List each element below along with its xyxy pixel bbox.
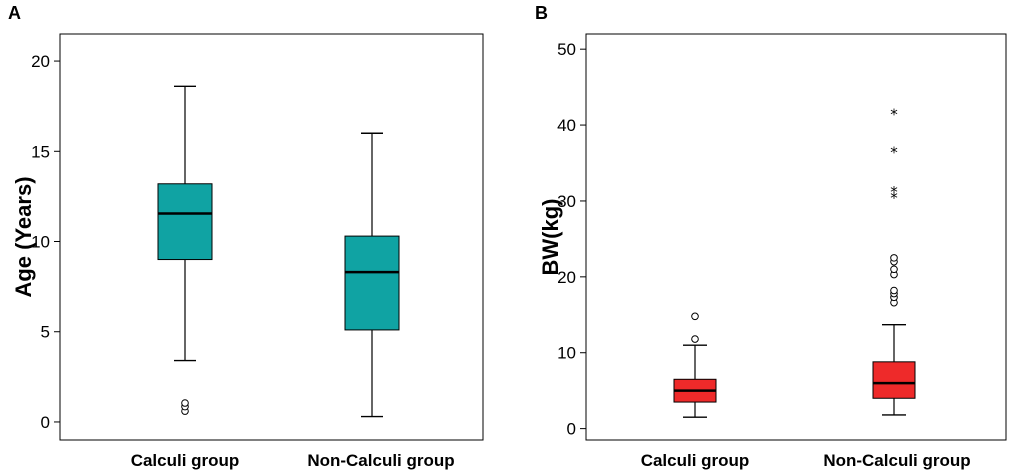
panel-b-non-calculi-extreme-outlier: *	[890, 144, 898, 162]
panel-a-label: A	[8, 3, 21, 23]
panel-a: A Age (Years) 0 5 10 15 20 Calculi group Non…	[8, 3, 484, 470]
panel-a-calculi-box	[157, 183, 213, 261]
panel-b-boxes: ****	[673, 106, 916, 418]
panel-b-y-ticks: 0 10 20 30 40 50	[557, 40, 586, 439]
panel-a-plot-frame	[59, 33, 484, 441]
panel-b-y-tick-label: 0	[567, 420, 576, 439]
panel-b-non-calculi-extreme-outlier: *	[890, 106, 898, 124]
panel-b-calculi-outlier	[691, 312, 699, 321]
panel-a-category-calculi: Calculi group	[131, 451, 240, 470]
panel-b-y-tick-label: 20	[557, 268, 576, 287]
panel-a-y-tick-label: 10	[31, 233, 50, 252]
panel-b-category-non-calculi: Non-Calculi group	[823, 451, 970, 470]
panel-a-non-calculi-box	[344, 235, 400, 331]
panel-a-y-tick-label: 0	[41, 413, 50, 432]
panel-a-boxes	[157, 85, 400, 418]
panel-a-y-tick-label: 15	[31, 142, 50, 161]
panel-a-y-tick-label: 20	[31, 52, 50, 71]
panel-b-y-tick-label: 10	[557, 344, 576, 363]
panel-a-calculi-outlier	[181, 399, 189, 407]
panel-b-y-tick-label: 30	[557, 192, 576, 211]
panel-b-label: B	[535, 3, 548, 23]
panel-b-y-tick-label: 40	[557, 116, 576, 135]
panel-b-non-calculi-outlier	[890, 254, 898, 262]
panel-b-y-tick-label: 50	[557, 40, 576, 59]
panel-b-non-calculi-extreme-outlier: *	[890, 183, 898, 201]
panel-b-category-calculi: Calculi group	[641, 451, 750, 470]
panel-b-y-axis-title: BW(kg)	[538, 199, 563, 276]
panel-a-y-axis-title: Age (Years)	[11, 176, 36, 297]
panel-b-calculi-outlier	[691, 335, 699, 343]
panel-a-y-ticks: 0 5 10 15 20	[31, 52, 60, 432]
panel-b-plot-frame	[585, 33, 1007, 441]
panel-a-y-tick-label: 5	[41, 323, 50, 342]
panel-b-non-calculi-outlier	[890, 265, 898, 274]
panel-b-non-calculi-outlier	[890, 286, 898, 295]
panel-a-category-non-calculi: Non-Calculi group	[307, 451, 454, 470]
panel-b-non-calculi-box	[872, 361, 916, 399]
panel-b-non-calculi-extreme-outlier: *	[890, 189, 898, 207]
